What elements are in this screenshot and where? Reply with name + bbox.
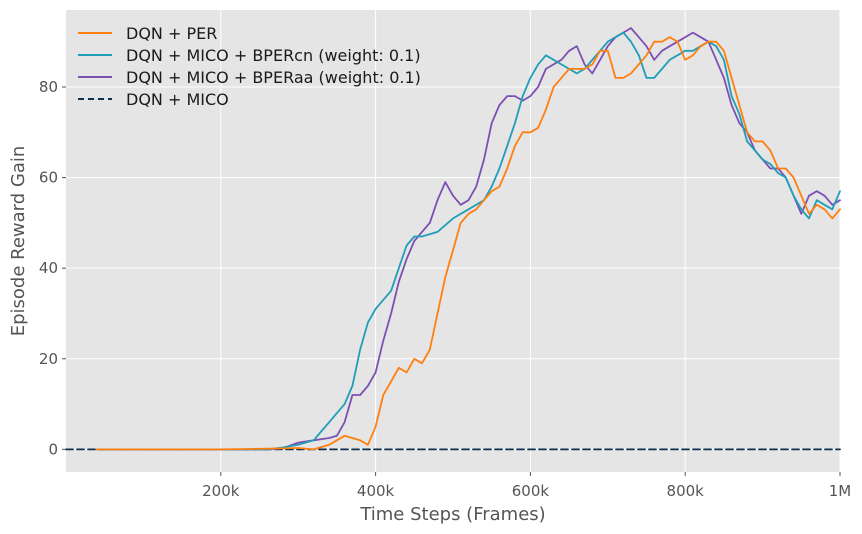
series-line-0 (96, 36, 841, 451)
legend-label-2: DQN + MICO + BPERaa (weight: 0.1) (126, 68, 421, 87)
y-tick-label: 60 (39, 169, 58, 187)
legend: DQN + PER DQN + MICO + BPERcn (weight: 0.… (78, 24, 421, 109)
x-axis-label: Time Steps (Frames) (359, 504, 545, 525)
y-tick-label: 20 (39, 350, 58, 368)
x-tick-label: 400k (357, 482, 395, 500)
x-tick-label: 1M (829, 482, 852, 500)
y-axis-label: Episode Reward Gain (8, 146, 29, 337)
x-axis-ticks: 200k 400k 600k 800k 1M (202, 472, 851, 500)
y-tick-label: 0 (48, 440, 58, 458)
x-tick-label: 200k (202, 482, 240, 500)
x-tick-label: 800k (667, 482, 705, 500)
y-axis-ticks: 0 20 40 60 80 (39, 78, 66, 458)
y-tick-label: 40 (39, 259, 58, 277)
series-layer (65, 27, 841, 451)
legend-label-3: DQN + MICO (126, 90, 229, 109)
legend-label-0: DQN + PER (126, 24, 217, 43)
legend-label-1: DQN + MICO + BPERcn (weight: 0.1) (126, 46, 421, 65)
y-tick-label: 80 (39, 78, 58, 96)
x-tick-label: 600k (512, 482, 550, 500)
